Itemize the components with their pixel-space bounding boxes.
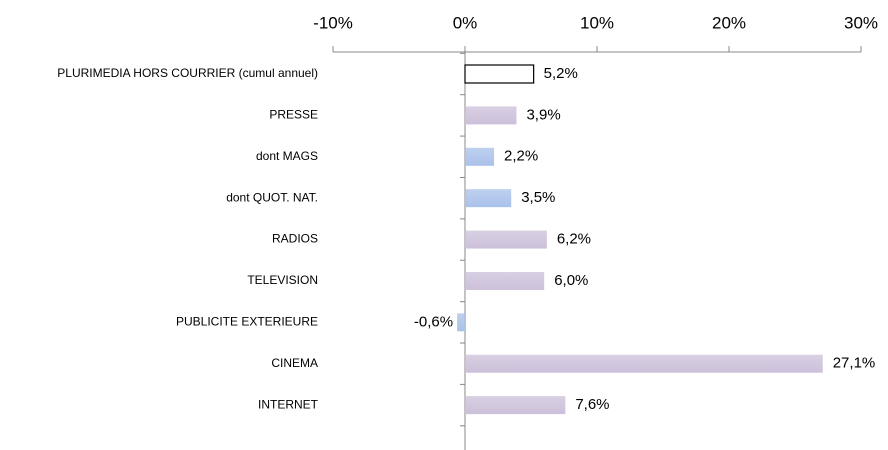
category-label: PRESSE xyxy=(269,108,318,122)
category-label: dont QUOT. NAT. xyxy=(226,190,318,204)
value-label: 6,2% xyxy=(557,231,591,248)
bar xyxy=(465,189,512,208)
value-label: 2,2% xyxy=(504,148,538,165)
x-tick-label: 20% xyxy=(712,13,746,32)
category-label: TELEVISION xyxy=(247,273,318,287)
category-label: dont MAGS xyxy=(256,149,318,163)
x-tick-label: 0% xyxy=(453,13,478,32)
bar xyxy=(465,396,566,415)
value-label: 27,1% xyxy=(833,355,876,372)
value-label: 6,0% xyxy=(554,272,588,289)
bar xyxy=(465,106,517,125)
category-label: PLURIMEDIA HORS COURRIER (cumul annuel) xyxy=(57,66,318,80)
category-label: CINEMA xyxy=(271,356,318,370)
bar xyxy=(465,230,547,249)
bar xyxy=(464,64,535,84)
bar xyxy=(457,313,465,332)
value-label: 5,2% xyxy=(544,65,578,82)
bar xyxy=(465,354,823,373)
bar xyxy=(465,147,495,166)
bar xyxy=(465,271,545,290)
x-tick-label: -10% xyxy=(313,13,353,32)
category-label: INTERNET xyxy=(258,397,319,411)
value-label: 3,5% xyxy=(521,189,555,206)
category-label: PUBLICITE EXTERIEURE xyxy=(176,315,318,329)
x-tick-label: 10% xyxy=(580,13,614,32)
value-label: 7,6% xyxy=(575,396,609,413)
value-label: -0,6% xyxy=(414,313,453,330)
value-label: 3,9% xyxy=(526,106,560,123)
x-tick-label: 30% xyxy=(844,13,878,32)
category-label: RADIOS xyxy=(272,232,318,246)
